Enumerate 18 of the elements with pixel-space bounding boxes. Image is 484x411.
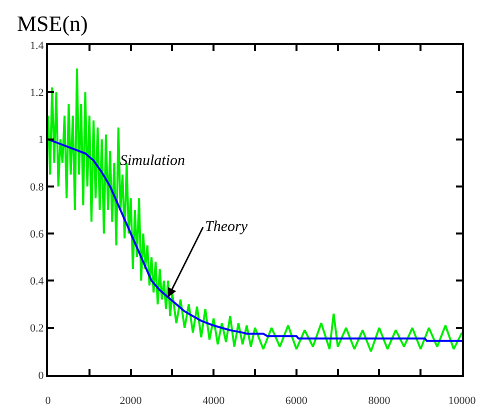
y-tick-label: 1 xyxy=(38,134,44,146)
x-tick-label: 4000 xyxy=(202,395,226,408)
y-tick-label: 0.8 xyxy=(30,181,44,194)
y-tick-label: 1.4 xyxy=(30,40,44,52)
chart-title: MSE(n) xyxy=(17,11,88,36)
x-tick-label: 8000 xyxy=(368,395,391,408)
y-tick-label: 1.2 xyxy=(30,86,44,99)
y-tick-label: 0.6 xyxy=(30,228,44,240)
annotation: Simulation xyxy=(120,153,186,169)
y-tick-label: 0.2 xyxy=(30,322,44,335)
annotation: Theory xyxy=(205,219,248,235)
y-tick-label: 0.4 xyxy=(30,276,44,288)
x-tick-label: 6000 xyxy=(285,395,308,408)
line-series xyxy=(48,138,462,342)
x-tick-label: 2000 xyxy=(120,395,142,408)
x-tick-label: 10000 xyxy=(448,395,476,408)
y-tick-label: 0 xyxy=(38,370,44,382)
line-series xyxy=(48,68,462,352)
